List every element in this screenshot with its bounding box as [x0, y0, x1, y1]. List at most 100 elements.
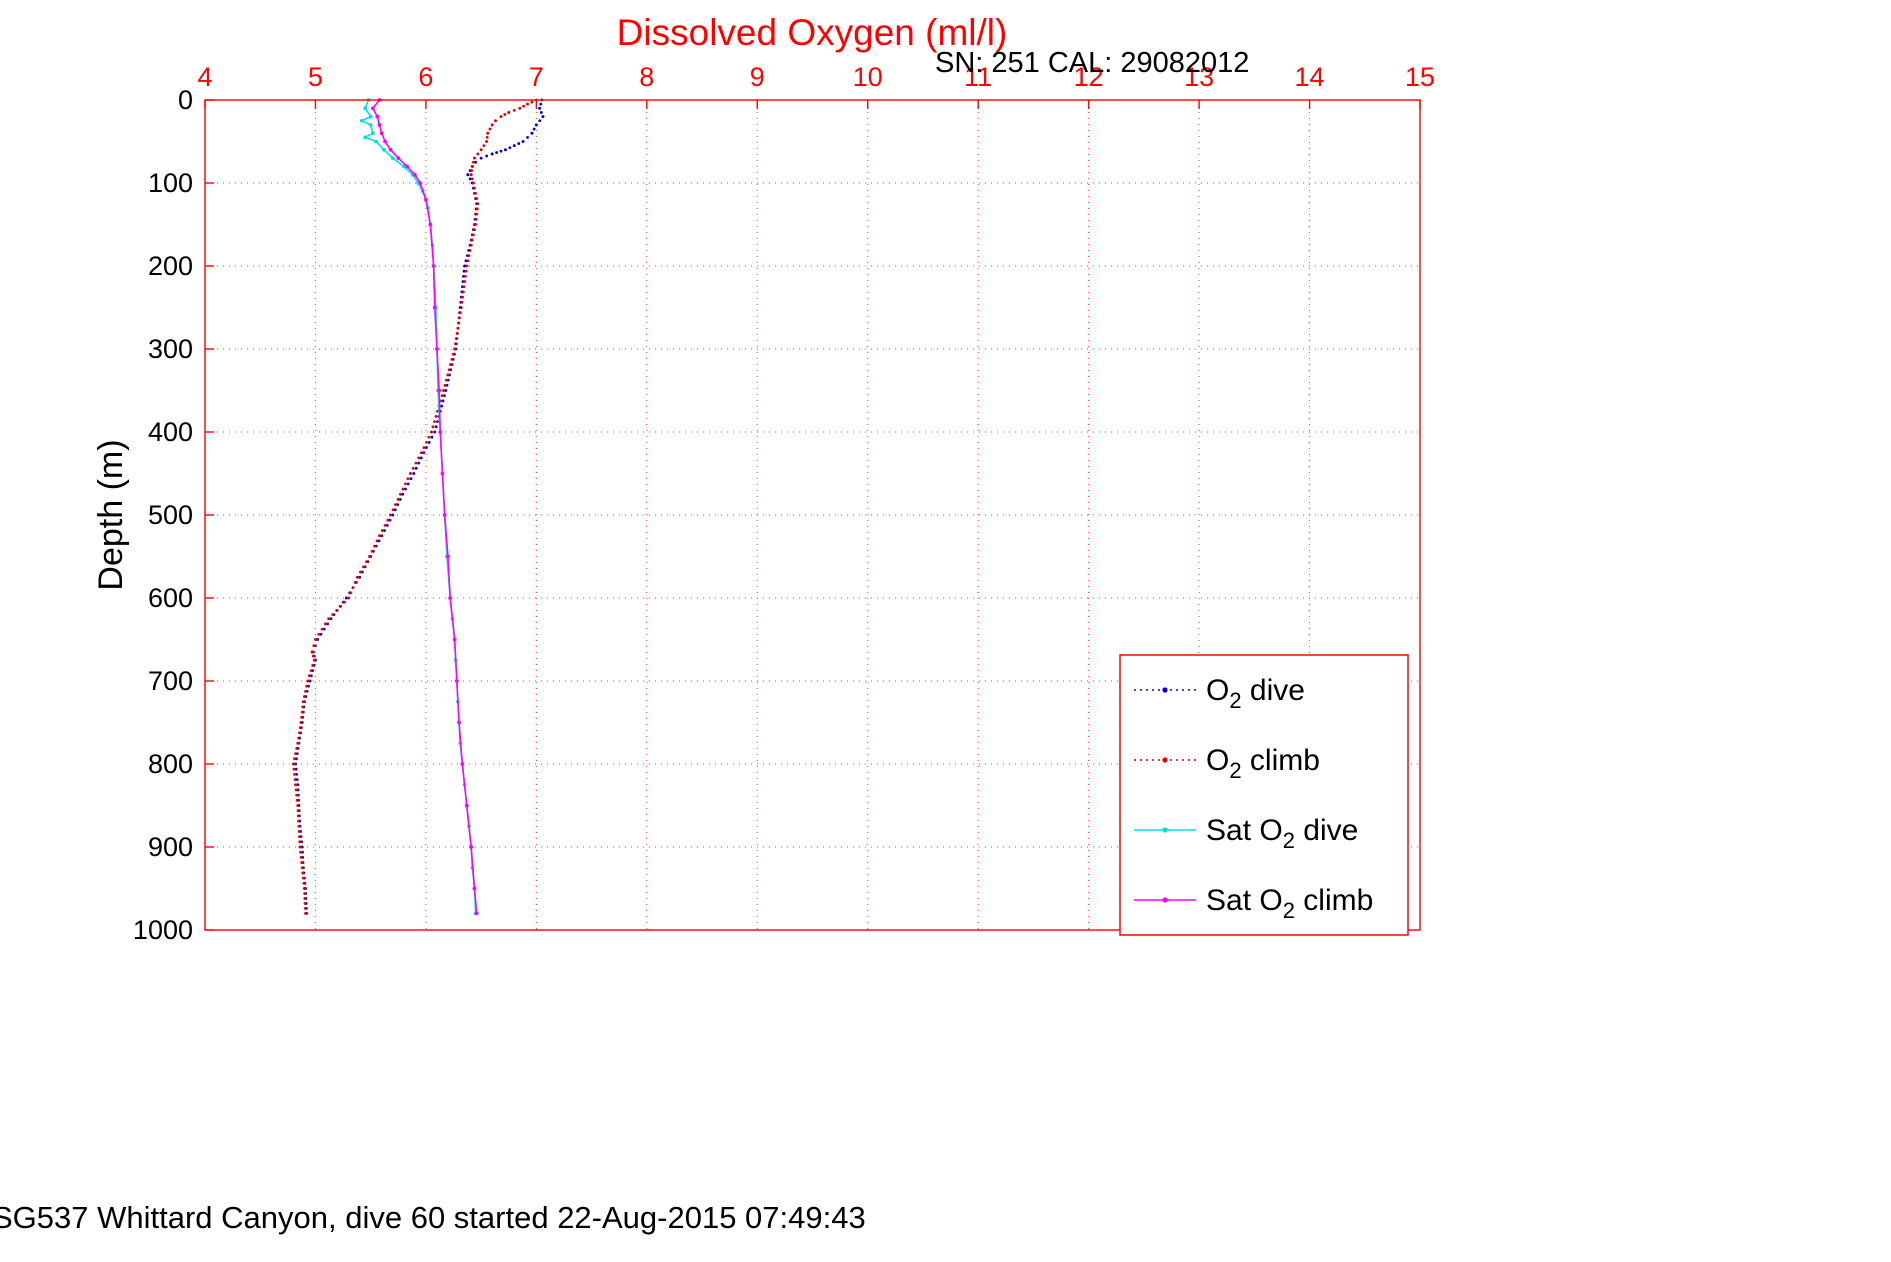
series-marker — [370, 106, 375, 111]
series-marker — [368, 123, 373, 127]
series-dot — [303, 695, 306, 698]
series-dot — [301, 850, 304, 854]
y-tick-label: 400 — [148, 417, 193, 447]
series-dot — [490, 123, 494, 127]
series-dot — [486, 131, 490, 135]
series-dot — [539, 102, 543, 106]
series-dot — [349, 591, 353, 595]
series-dot — [444, 389, 448, 392]
series-dot — [391, 513, 395, 517]
series-dot — [300, 845, 304, 849]
series-dot — [303, 902, 307, 905]
series-dot — [401, 492, 405, 496]
series-dot — [436, 420, 439, 424]
series-dot — [417, 456, 421, 460]
series-dot — [436, 409, 439, 413]
series-dot — [404, 482, 407, 486]
y-tick-label: 300 — [148, 334, 193, 364]
series-marker — [377, 123, 382, 127]
series-dot — [398, 498, 402, 501]
series-marker — [464, 803, 469, 808]
series-dot — [380, 534, 384, 538]
series-dot — [474, 217, 478, 221]
series-dot — [485, 154, 489, 158]
series-dot — [461, 295, 465, 299]
series-dot — [335, 609, 339, 612]
series-dot — [299, 721, 303, 724]
y-axis-label: Depth (m) — [92, 439, 130, 590]
y-tick-label: 900 — [148, 832, 193, 862]
series-dot — [294, 788, 298, 792]
series-dot — [343, 600, 347, 604]
y-tick-label: 500 — [148, 500, 193, 530]
series-dot — [294, 752, 297, 756]
series-dot — [303, 907, 307, 910]
series-dot — [454, 342, 457, 346]
y-tick-label: 1000 — [133, 915, 193, 945]
series-marker — [431, 264, 436, 268]
y-tick-label: 100 — [148, 168, 193, 198]
series-dot — [427, 440, 431, 444]
legend-box — [1119, 654, 1409, 936]
legend-label: Sat O2 dive — [1206, 814, 1358, 853]
series-dot — [312, 658, 316, 662]
series-dot — [365, 560, 368, 564]
series-dot — [446, 373, 450, 377]
series-dot — [300, 710, 304, 714]
series-dot — [532, 127, 536, 131]
series-marker — [474, 911, 479, 916]
series-dot — [298, 726, 302, 730]
series-dot — [302, 881, 306, 885]
series-dot — [362, 565, 365, 569]
series-dot — [375, 539, 379, 543]
series-dot — [495, 151, 498, 154]
series-dot — [530, 131, 534, 135]
series-dot — [300, 715, 304, 719]
series-dot — [472, 160, 475, 164]
series-dot — [393, 508, 397, 512]
series-marker — [363, 106, 368, 111]
series-dot — [300, 866, 304, 870]
series-dot — [422, 451, 426, 455]
series-dot — [295, 757, 298, 761]
series-dot — [470, 238, 474, 242]
series-dot — [303, 887, 306, 890]
series-dot — [308, 679, 312, 683]
series-marker — [437, 388, 442, 393]
series-marker — [448, 596, 453, 600]
series-dot — [485, 140, 489, 143]
series-dot — [296, 788, 300, 792]
series-dot — [456, 326, 460, 330]
series-dot — [312, 644, 316, 648]
series-dot — [295, 747, 299, 750]
series-dot — [442, 389, 445, 392]
series-dot — [447, 368, 451, 372]
series-dot — [419, 456, 423, 460]
series-dot — [473, 156, 476, 160]
series-dot — [291, 762, 295, 766]
series-dot — [441, 399, 445, 403]
series-dot — [295, 772, 299, 776]
series-dot — [476, 202, 480, 206]
series-dot — [394, 503, 397, 507]
series-dot — [301, 700, 305, 704]
series-marker — [412, 172, 417, 177]
series-marker — [390, 156, 395, 161]
series-dot — [476, 152, 480, 156]
series-dot — [297, 824, 301, 828]
series-dot — [383, 529, 386, 532]
series-marker — [370, 131, 375, 136]
series-dot — [351, 586, 355, 590]
series-dot — [472, 233, 475, 237]
series-dot — [339, 604, 343, 608]
series-dot — [388, 518, 392, 522]
series-dot — [356, 575, 359, 579]
series-dot — [414, 461, 418, 465]
legend-marker — [1162, 757, 1168, 763]
series-dot — [454, 337, 458, 341]
series-marker — [388, 147, 393, 152]
series-dot — [360, 570, 364, 574]
series-layer — [291, 98, 545, 916]
series-dot — [431, 425, 435, 429]
